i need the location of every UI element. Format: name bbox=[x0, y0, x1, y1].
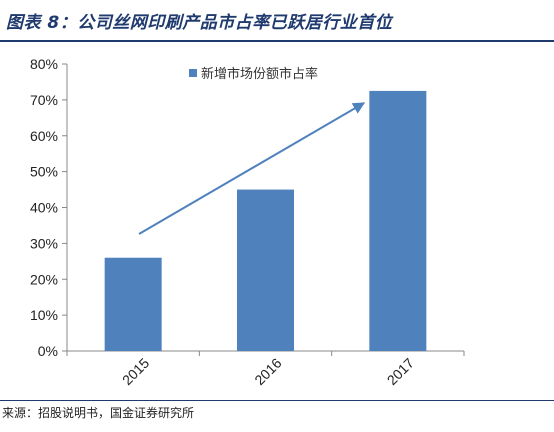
y-tick-label: 70% bbox=[30, 92, 58, 108]
trend-arrow bbox=[138, 102, 366, 235]
x-tick-label: 2017 bbox=[384, 355, 417, 388]
bars bbox=[104, 90, 427, 351]
y-tick-label: 0% bbox=[38, 343, 58, 359]
y-tick-label: 20% bbox=[30, 271, 58, 287]
y-tick-label: 60% bbox=[30, 128, 58, 144]
y-tick-label: 80% bbox=[30, 56, 58, 72]
y-axis: 0% 10% 20% 30% 40% 50% 60% 70% 80% bbox=[30, 56, 68, 359]
x-axis: 2015 2016 2017 bbox=[66, 350, 465, 388]
bar-2016 bbox=[237, 189, 294, 351]
x-tick-label: 2015 bbox=[119, 355, 152, 388]
bar-2015 bbox=[104, 257, 162, 351]
source-rule bbox=[0, 400, 554, 401]
y-tick-label: 10% bbox=[30, 307, 58, 323]
title-rule bbox=[0, 40, 554, 42]
x-tick-label: 2016 bbox=[251, 355, 284, 388]
y-tick-label: 30% bbox=[30, 235, 58, 251]
y-tick-label: 50% bbox=[30, 164, 58, 180]
figure-title: 图表 8：公司丝网印刷产品市占率已跃居行业首位 bbox=[6, 13, 393, 33]
legend-label: 新增市场份额市占率 bbox=[201, 66, 318, 82]
source-note: 来源：招股说明书，国金证券研究所 bbox=[2, 406, 195, 420]
legend: 新增市场份额市占率 bbox=[189, 66, 318, 82]
bar-2017 bbox=[369, 90, 427, 351]
y-tick-label: 40% bbox=[30, 200, 58, 216]
legend-swatch bbox=[189, 69, 197, 77]
